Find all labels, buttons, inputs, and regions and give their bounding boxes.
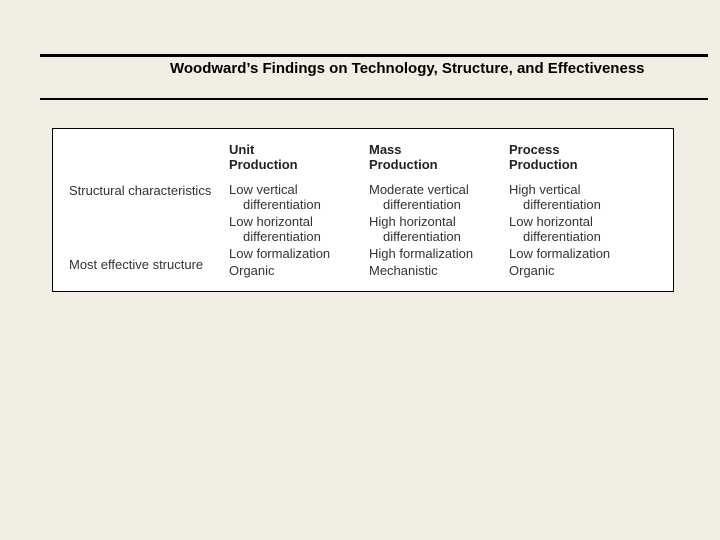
unit-formalization: Low formalization	[229, 247, 361, 262]
process-formalization: Low formalization	[509, 247, 641, 262]
header-mass-l2: Production	[369, 157, 438, 172]
row-label-structural: Structural characteristics	[69, 183, 229, 199]
header-process-l1: Process	[509, 142, 560, 157]
column-mass-production: Mass Production Moderate vertical differ…	[369, 143, 509, 279]
mass-structure: Mechanistic	[369, 264, 501, 279]
header-mass-l1: Mass	[369, 142, 402, 157]
header-spacer	[69, 143, 229, 181]
unit-structure: Organic	[229, 264, 361, 279]
title-rule-top	[40, 54, 708, 57]
title-rule-bottom	[40, 98, 708, 100]
process-horizontal-diff: Low horizontal differentiation	[509, 215, 641, 245]
header-process-l2: Production	[509, 157, 578, 172]
mass-formalization: High formalization	[369, 247, 501, 262]
header-process: Process Production	[509, 143, 641, 181]
header-unit-l1: Unit	[229, 142, 254, 157]
findings-table: Structural characteristics Most effectiv…	[52, 128, 674, 292]
mass-horizontal-diff: High horizontal differentiation	[369, 215, 501, 245]
row-label-effective: Most effective structure	[69, 257, 229, 273]
header-unit-l2: Production	[229, 157, 298, 172]
mass-vertical-diff: Moderate vertical differentiation	[369, 183, 501, 213]
row-labels-column: Structural characteristics Most effectiv…	[69, 143, 229, 279]
unit-vertical-diff: Low vertical differentiation	[229, 183, 361, 213]
header-unit: Unit Production	[229, 143, 361, 181]
column-process-production: Process Production High vertical differe…	[509, 143, 649, 279]
unit-horizontal-diff: Low horizontal differentiation	[229, 215, 361, 245]
column-unit-production: Unit Production Low vertical differentia…	[229, 143, 369, 279]
page-title: Woodward’s Findings on Technology, Struc…	[170, 60, 680, 78]
header-mass: Mass Production	[369, 143, 501, 181]
process-structure: Organic	[509, 264, 641, 279]
process-vertical-diff: High vertical differentiation	[509, 183, 641, 213]
